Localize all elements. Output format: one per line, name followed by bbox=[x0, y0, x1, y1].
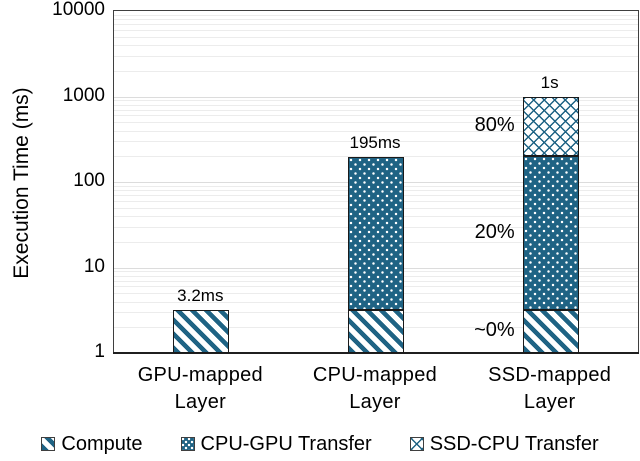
bar-segment-dots bbox=[348, 157, 404, 310]
gridline-minor bbox=[114, 115, 638, 117]
y-axis-tick-label: 100 bbox=[73, 170, 105, 191]
gridline-minor bbox=[114, 24, 638, 26]
segment-percent-label: 20% bbox=[474, 221, 515, 244]
bar-segment-diagonal-brick bbox=[522, 96, 579, 157]
legend-label: Compute bbox=[61, 432, 143, 455]
x-axis-category-label: CPU-mapped Layer bbox=[290, 362, 460, 416]
gridline-minor bbox=[114, 100, 638, 102]
legend-swatch-diagonal-brick-icon bbox=[409, 437, 424, 451]
x-axis-category-label: SSD-mapped Layer bbox=[465, 362, 635, 416]
gridline-minor bbox=[114, 130, 638, 132]
bar-segment-dots bbox=[522, 156, 579, 310]
bar-total-label: 1s bbox=[540, 72, 559, 92]
x-label-line2: Layer bbox=[174, 391, 227, 413]
x-label-line2: Layer bbox=[349, 391, 401, 413]
x-label-line2: Layer bbox=[523, 391, 576, 413]
y-axis-tick-label: 10000 bbox=[52, 0, 105, 20]
bar-segment-diagonal-stripe bbox=[173, 309, 230, 353]
legend: Compute CPU-GPU Transfer SSD-CPU Transfer bbox=[0, 429, 640, 459]
gridline-minor bbox=[114, 55, 638, 57]
gridline-minor bbox=[114, 19, 638, 21]
legend-item-diagonal-brick: SSD-CPU Transfer bbox=[409, 432, 599, 456]
bar-total-label: 3.2ms bbox=[177, 285, 224, 305]
gridline-minor bbox=[114, 141, 638, 143]
x-label-line1: SSD-mapped bbox=[488, 364, 612, 386]
y-axis-tick-label: 10 bbox=[83, 255, 105, 277]
legend-label: SSD-CPU Transfer bbox=[429, 432, 599, 455]
legend-item-dots: CPU-GPU Transfer bbox=[180, 432, 372, 456]
segment-percent-label: 80% bbox=[474, 114, 515, 137]
x-label-line1: CPU-mapped bbox=[312, 364, 438, 386]
x-axis-category-label: GPU-mapped Layer bbox=[115, 362, 285, 416]
gridline-minor bbox=[114, 36, 638, 38]
gridline-minor bbox=[114, 122, 638, 124]
gridline-minor bbox=[114, 156, 638, 158]
gridline-minor bbox=[114, 109, 638, 111]
gridline-minor bbox=[114, 14, 638, 16]
legend-item-diagonal-stripe: Compute bbox=[41, 432, 143, 456]
gridline-major bbox=[114, 96, 638, 98]
bar-segment-diagonal-stripe bbox=[522, 309, 579, 353]
gridline-minor bbox=[114, 45, 638, 47]
y-axis-tick-label: 1 bbox=[94, 341, 105, 362]
bar-segment-diagonal-stripe bbox=[348, 309, 404, 353]
y-axis-tick-label: 1000 bbox=[62, 84, 105, 106]
x-label-line1: GPU-mapped bbox=[137, 364, 263, 386]
bar-total-label: 195ms bbox=[349, 133, 401, 153]
legend-swatch-diagonal-stripe-icon bbox=[41, 437, 56, 451]
gridline-minor bbox=[114, 70, 638, 72]
plot-area bbox=[113, 10, 639, 354]
segment-percent-label: ~0% bbox=[474, 319, 515, 342]
legend-swatch-dots-icon bbox=[180, 437, 195, 451]
legend-label: CPU-GPU Transfer bbox=[200, 432, 372, 455]
x-axis-line bbox=[113, 352, 639, 354]
gridline-minor bbox=[114, 104, 638, 106]
gridline-minor bbox=[114, 29, 638, 31]
